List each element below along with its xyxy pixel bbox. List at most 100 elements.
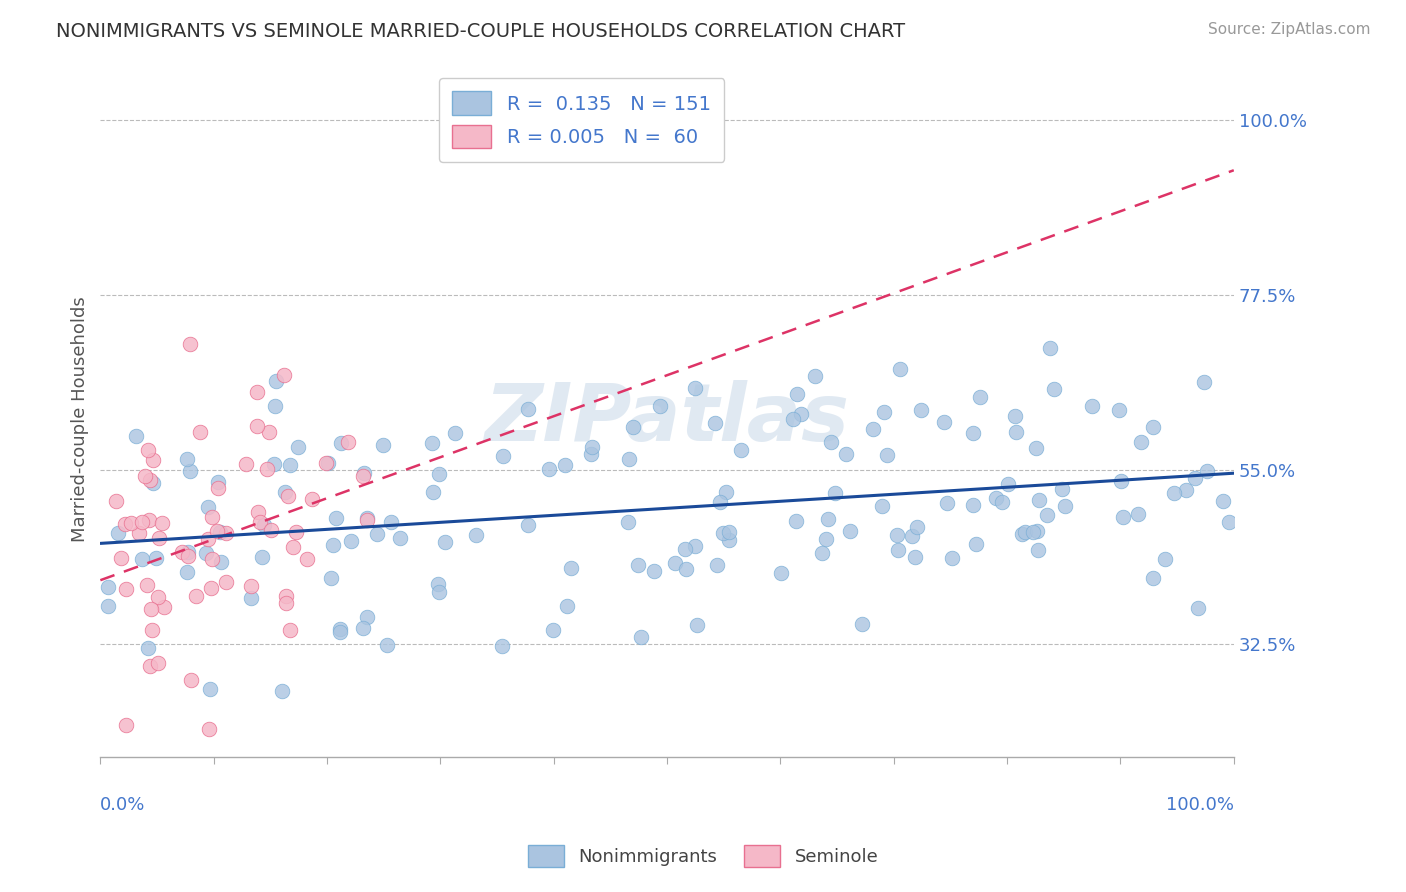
Point <box>491 640 513 654</box>
Point <box>141 602 163 616</box>
Point <box>105 494 128 508</box>
Text: Source: ZipAtlas.com: Source: ZipAtlas.com <box>1208 22 1371 37</box>
Point <box>281 541 304 555</box>
Point <box>426 577 449 591</box>
Point <box>675 542 697 557</box>
Point <box>214 574 236 589</box>
Y-axis label: Married-couple Households: Married-couple Households <box>72 296 89 542</box>
Point <box>1026 542 1049 557</box>
Point <box>198 681 221 696</box>
Point <box>901 529 924 543</box>
Point <box>201 552 224 566</box>
Point <box>356 513 378 527</box>
Point <box>1054 500 1077 514</box>
Point <box>252 518 274 533</box>
Point <box>627 558 650 572</box>
Point <box>1153 552 1175 566</box>
Point <box>443 425 465 440</box>
Point <box>1039 341 1062 355</box>
Point <box>555 599 578 613</box>
Point <box>517 517 540 532</box>
Point <box>560 561 582 575</box>
Point <box>316 456 339 470</box>
Point <box>297 551 319 566</box>
Point <box>984 491 1007 505</box>
Point <box>934 415 956 429</box>
Point <box>1035 508 1057 522</box>
Point <box>941 550 963 565</box>
Point <box>209 555 232 569</box>
Point <box>1187 601 1209 615</box>
Point <box>1163 485 1185 500</box>
Point <box>263 400 285 414</box>
Point <box>352 621 374 635</box>
Point <box>131 552 153 566</box>
Point <box>789 407 811 421</box>
Point <box>1025 441 1047 455</box>
Point <box>114 516 136 531</box>
Point <box>195 547 218 561</box>
Point <box>785 514 807 528</box>
Point <box>886 528 908 542</box>
Point <box>820 434 842 449</box>
Point <box>537 462 560 476</box>
Point <box>1050 482 1073 496</box>
Point <box>115 717 138 731</box>
Point <box>176 452 198 467</box>
Point <box>904 549 927 564</box>
Point <box>240 591 263 606</box>
Point <box>1026 524 1049 539</box>
Point <box>465 528 488 542</box>
Text: 100.0%: 100.0% <box>1166 796 1234 814</box>
Point <box>138 513 160 527</box>
Point <box>110 550 132 565</box>
Point <box>141 623 163 637</box>
Point <box>157 771 180 785</box>
Point <box>491 450 513 464</box>
Point <box>177 545 200 559</box>
Point <box>184 589 207 603</box>
Point <box>176 549 198 563</box>
Point <box>250 550 273 565</box>
Point <box>1112 510 1135 524</box>
Legend: R =  0.135   N = 151, R = 0.005   N =  60: R = 0.135 N = 151, R = 0.005 N = 60 <box>439 78 724 162</box>
Text: NONIMMIGRANTS VS SEMINOLE MARRIED-COUPLE HOUSEHOLDS CORRELATION CHART: NONIMMIGRANTS VS SEMINOLE MARRIED-COUPLE… <box>56 22 905 41</box>
Point <box>851 617 873 632</box>
Point <box>969 390 991 404</box>
Point <box>886 543 908 558</box>
Point <box>246 419 269 434</box>
Point <box>200 581 222 595</box>
Point <box>246 384 269 399</box>
Point <box>263 457 285 471</box>
Point <box>235 458 257 472</box>
Point <box>870 499 893 513</box>
Point <box>240 579 263 593</box>
Point <box>814 533 837 547</box>
Point <box>148 590 170 604</box>
Point <box>991 495 1014 509</box>
Point <box>205 524 228 539</box>
Point <box>889 362 911 376</box>
Point <box>190 425 212 439</box>
Point <box>711 525 734 540</box>
Point <box>862 421 884 435</box>
Point <box>554 458 576 473</box>
Point <box>1194 376 1216 390</box>
Point <box>962 498 984 512</box>
Point <box>280 623 302 637</box>
Point <box>139 474 162 488</box>
Point <box>264 374 287 388</box>
Point <box>257 425 280 439</box>
Point <box>686 618 709 632</box>
Point <box>579 447 602 461</box>
Point <box>198 723 221 737</box>
Point <box>380 515 402 529</box>
Point <box>664 556 686 570</box>
Point <box>905 520 928 534</box>
Point <box>97 581 120 595</box>
Point <box>709 495 731 509</box>
Text: 0.0%: 0.0% <box>100 796 146 814</box>
Point <box>249 515 271 529</box>
Point <box>1004 409 1026 423</box>
Point <box>139 659 162 673</box>
